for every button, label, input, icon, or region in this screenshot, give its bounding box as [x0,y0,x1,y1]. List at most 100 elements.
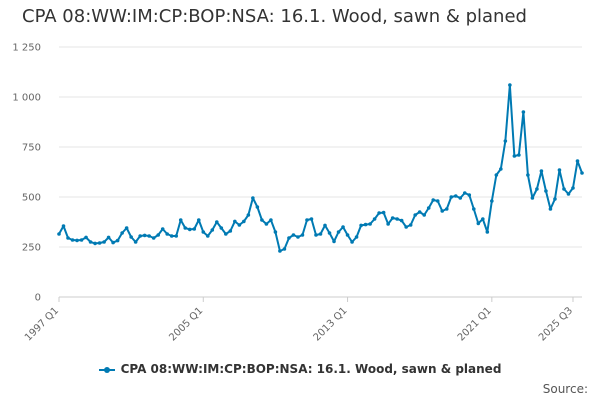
data-point[interactable] [517,153,521,157]
data-point[interactable] [562,187,566,191]
data-point[interactable] [386,222,390,226]
data-point[interactable] [377,211,381,215]
data-point[interactable] [571,186,575,190]
data-point[interactable] [138,234,142,238]
data-point[interactable] [350,240,354,244]
data-point[interactable] [435,199,440,203]
data-point[interactable] [120,231,124,235]
data-point[interactable] [327,231,332,235]
data-point[interactable] [499,167,503,171]
data-point[interactable] [408,223,413,227]
data-point[interactable] [395,217,399,221]
data-point[interactable] [557,168,562,172]
data-point[interactable] [237,223,242,227]
data-point[interactable] [553,197,557,201]
data-point[interactable] [133,240,138,244]
data-point[interactable] [169,234,174,238]
data-point[interactable] [485,230,490,234]
data-point[interactable] [115,238,120,243]
data-point[interactable] [224,232,228,236]
data-point[interactable] [255,205,260,209]
data-point[interactable] [580,171,584,175]
data-point[interactable] [178,218,183,222]
data-point[interactable] [449,195,454,199]
data-point[interactable] [490,199,494,203]
data-point[interactable] [309,217,314,221]
data-point[interactable] [205,234,210,238]
data-point[interactable] [287,236,291,240]
data-point[interactable] [305,218,309,222]
data-point[interactable] [413,213,417,217]
data-point[interactable] [368,222,372,226]
data-point[interactable] [84,235,88,240]
data-point[interactable] [508,83,512,87]
data-point[interactable] [341,225,345,229]
data-point[interactable] [192,227,197,231]
data-point[interactable] [278,249,282,253]
data-point[interactable] [390,216,395,220]
data-point[interactable] [426,206,431,210]
data-point[interactable] [269,218,273,222]
data-point[interactable] [66,236,70,240]
data-point[interactable] [381,210,386,215]
data-point[interactable] [260,218,264,222]
data-point[interactable] [102,240,106,244]
data-point[interactable] [476,221,481,226]
data-point[interactable] [318,232,323,236]
data-point[interactable] [156,233,160,237]
data-point[interactable] [93,241,97,246]
data-point[interactable] [187,227,192,232]
data-point[interactable] [142,233,147,238]
data-point[interactable] [323,223,327,228]
data-point[interactable] [273,230,278,234]
data-point[interactable] [282,247,287,251]
data-point[interactable] [535,187,539,191]
data-point[interactable] [160,227,165,231]
data-point[interactable] [336,230,341,234]
data-point[interactable] [300,233,305,237]
data-point[interactable] [201,230,206,234]
data-point[interactable] [174,234,179,238]
data-point[interactable] [251,196,255,200]
data-point[interactable] [467,193,472,197]
data-point[interactable] [70,238,75,242]
data-point[interactable] [111,240,115,245]
data-point[interactable] [417,210,422,214]
data-point[interactable] [79,238,84,242]
data-point[interactable] [462,191,467,195]
data-point[interactable] [359,223,363,228]
data-point[interactable] [453,194,458,198]
data-point[interactable] [147,234,151,238]
data-point[interactable] [124,226,129,230]
data-point[interactable] [363,222,368,227]
data-point[interactable] [530,196,535,200]
data-point[interactable] [97,241,102,245]
data-point[interactable] [57,232,61,236]
data-point[interactable] [296,235,300,239]
data-point[interactable] [61,224,66,228]
data-point[interactable] [521,110,526,114]
data-point[interactable] [264,222,269,226]
data-point[interactable] [332,239,336,244]
data-point[interactable] [196,218,201,222]
data-point[interactable] [215,220,219,224]
data-point[interactable] [494,173,499,177]
data-point[interactable] [233,219,237,224]
data-point[interactable] [526,173,530,177]
data-point[interactable] [228,229,233,233]
data-point[interactable] [75,238,79,243]
data-point[interactable] [219,226,224,230]
data-point[interactable] [129,235,133,239]
data-point[interactable] [512,154,517,158]
data-point[interactable] [548,207,553,211]
data-point[interactable] [544,189,548,193]
data-point[interactable] [422,213,426,217]
data-point[interactable] [345,233,350,237]
data-point[interactable] [246,213,251,217]
data-point[interactable] [458,196,463,200]
data-point[interactable] [503,139,508,143]
data-point[interactable] [471,207,476,211]
data-point[interactable] [575,159,580,163]
data-point[interactable] [566,192,571,196]
data-point[interactable] [431,198,436,202]
